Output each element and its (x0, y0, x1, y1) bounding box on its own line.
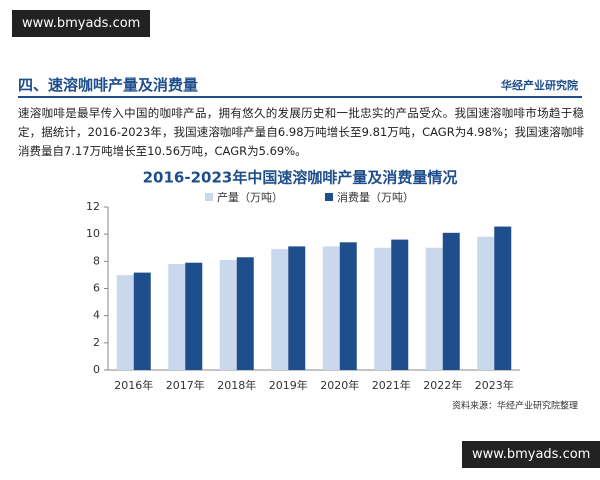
x-tick-label: 2020年 (320, 378, 359, 392)
source: 资料来源：华经产业研究院整理 (452, 400, 578, 412)
legend-label: 产量（万吨） (217, 190, 283, 204)
bar (236, 257, 254, 370)
bar (374, 247, 392, 370)
bar (116, 275, 134, 370)
paragraph: 速溶咖啡是最早传入中国的咖啡产品，拥有悠久的发展历史和一批忠实的产品受众。我国速… (18, 106, 584, 158)
x-tick-label: 2019年 (269, 378, 308, 392)
legend-label: 消费量（万吨） (337, 190, 414, 204)
y-tick-label: 0 (93, 363, 100, 376)
bar (168, 264, 186, 370)
y-tick-label: 8 (93, 254, 100, 267)
section-title: 四、速溶咖啡产量及消费量 (18, 76, 199, 94)
legend-swatch (325, 193, 333, 201)
section-header: 四、速溶咖啡产量及消费量 华经产业研究院 (18, 74, 582, 98)
bar (494, 226, 512, 370)
bar (442, 232, 460, 370)
x-tick-label: 2023年 (475, 378, 514, 392)
bar (322, 246, 340, 370)
watermark: www.bmyads.com (12, 10, 151, 37)
bar (288, 246, 306, 370)
bar (185, 262, 203, 370)
bar (391, 239, 409, 370)
bar (477, 236, 495, 370)
x-tick-label: 2016年 (114, 378, 153, 392)
bar (271, 249, 289, 370)
y-tick-label: 2 (93, 336, 100, 349)
brand: 华经产业研究院 (501, 79, 578, 92)
bar (219, 259, 237, 370)
watermark: www.bmyads.com (462, 441, 600, 468)
y-tick-label: 6 (93, 282, 100, 295)
y-tick-label: 4 (93, 309, 100, 322)
x-tick-label: 2018年 (217, 378, 256, 392)
y-tick-label: 10 (86, 227, 100, 240)
chart-title: 2016-2023年中国速溶咖啡产量及消费量情况 (143, 169, 458, 187)
bar (425, 247, 443, 370)
x-tick-label: 2021年 (372, 378, 411, 392)
legend-swatch (205, 193, 213, 201)
x-tick-label: 2017年 (166, 378, 205, 392)
y-tick-label: 12 (86, 200, 100, 213)
bar (339, 242, 357, 370)
x-tick-label: 2022年 (423, 378, 462, 392)
bar (133, 272, 151, 370)
